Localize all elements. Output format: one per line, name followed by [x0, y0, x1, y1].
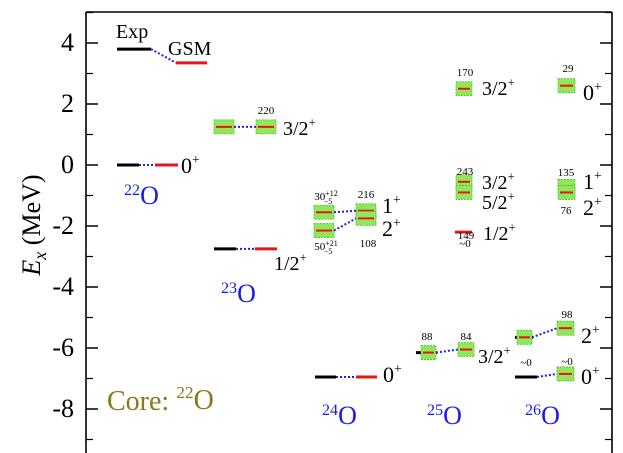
nucleus-label-22o: 22O: [124, 181, 159, 210]
jpi-26o-5half: 5/2+: [482, 190, 515, 214]
legend-exp-label: Exp: [116, 21, 148, 43]
jpi-25o-3half: 3/2+: [478, 344, 511, 368]
width-26o-0plus-exp: ~0: [520, 357, 532, 369]
width-23o-3half: 220: [258, 105, 275, 117]
y-tick-label: -8: [52, 394, 74, 423]
jpi-26o-1half: 1/2+: [483, 221, 516, 245]
y-tick-label: -4: [52, 272, 74, 301]
jpi-23o-1half: 1/2+: [274, 251, 307, 275]
jpi-26o-0plus-b: 0+: [581, 363, 600, 389]
width-25o-3half-gsm: 84: [461, 331, 473, 343]
jpi-26o-1plus: 1+: [583, 168, 602, 194]
y-tick-label: 0: [61, 150, 74, 179]
jpi-26o-2plus-a: 2+: [583, 194, 602, 220]
level-connector: [536, 372, 558, 378]
y-tick-label: 2: [61, 89, 74, 118]
width-26o-2plus-b: 98: [562, 309, 574, 321]
width-26o-2plus-a: 76: [561, 205, 573, 217]
width-26o-0plus-a: 29: [563, 63, 575, 75]
level-connector: [435, 348, 459, 354]
y-tick-label: -2: [52, 211, 74, 240]
level-connector: [333, 209, 357, 214]
jpi-23o-3half: 3/2+: [283, 116, 316, 140]
nucleus-label-26o: 26O: [525, 401, 560, 430]
jpi-26o-2plus-b: 2+: [581, 322, 600, 348]
jpi-26o-3half-b: 3/2+: [482, 170, 515, 194]
jpi-24o-2plus: 2+: [382, 215, 401, 241]
width-26o-0plus-gsm: ~0: [561, 356, 573, 368]
level-connector: [531, 327, 558, 339]
y-tick-label: 4: [61, 28, 74, 57]
legend-gsm-label: GSM: [168, 38, 212, 60]
jpi-26o-3half-a: 3/2+: [482, 76, 515, 100]
jpi-24o-1plus: 1+: [382, 192, 401, 218]
width-24o-1plus-exp: 30+12 −5: [314, 189, 338, 206]
width-26o-5half: 149: [458, 230, 475, 242]
width-26o-3half-a: 170: [457, 67, 474, 79]
width-24o-1plus-gsm: 216: [358, 189, 375, 201]
width-26o-1plus: 135: [558, 167, 575, 179]
nucleus-label-23o: 23O: [221, 279, 256, 308]
nucleus-label-24o: 24O: [322, 401, 357, 430]
width-24o-2plus-gsm: 108: [360, 238, 377, 250]
width-26o-1half: ~0: [459, 238, 471, 250]
y-axis-label: Ex (MeV): [17, 174, 50, 276]
level-connector: [333, 217, 357, 232]
core-label: Core: 22O: [107, 383, 214, 417]
nucleus-label-25o: 25O: [427, 401, 462, 430]
width-24o-2plus-exp: 50+21 −5: [314, 239, 338, 256]
jpi-24o-0plus: 0+: [383, 361, 402, 387]
y-tick-label: -6: [52, 333, 74, 362]
width-26o-3half-b: 243: [457, 166, 474, 178]
jpi-26o-0plus-a: 0+: [583, 79, 602, 105]
level-connector: [150, 48, 177, 64]
jpi-22o-0plus: 0+: [181, 152, 200, 178]
width-25o-3half-exp: 88: [422, 331, 434, 343]
